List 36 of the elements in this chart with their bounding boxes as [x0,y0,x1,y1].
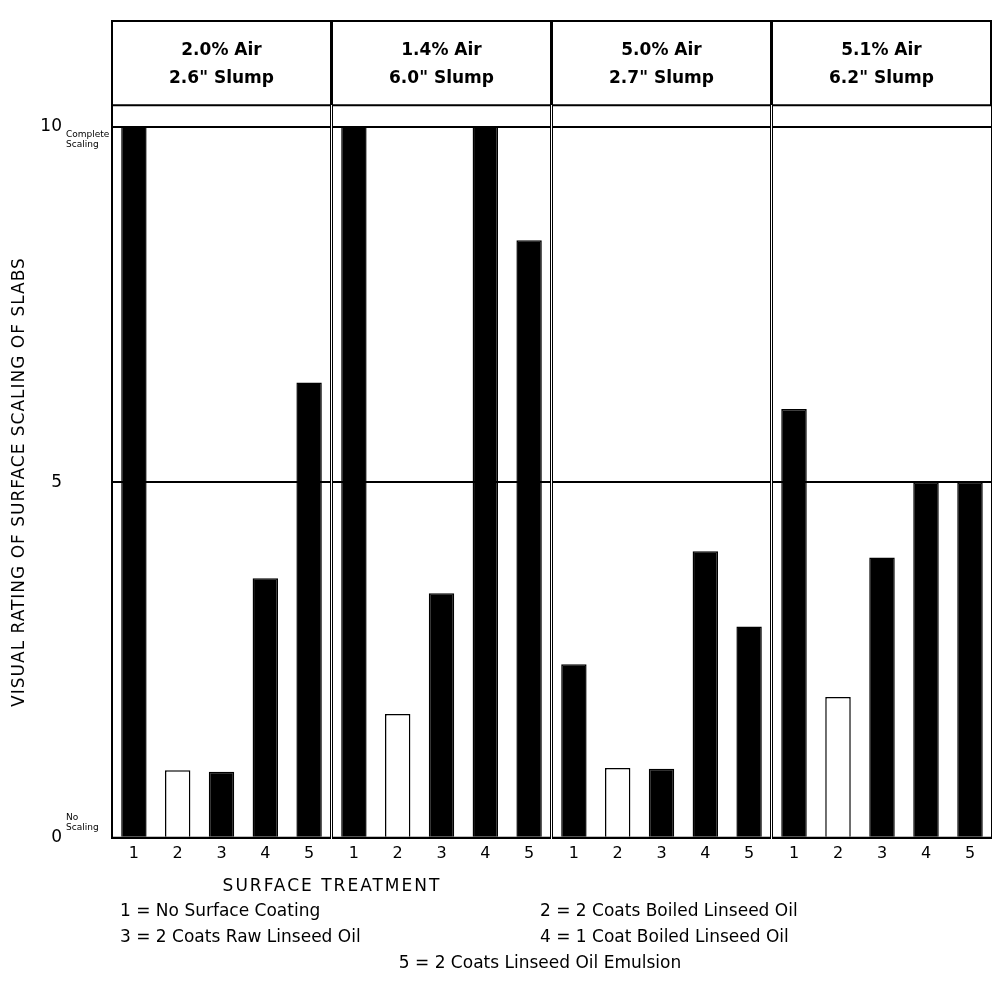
text: 5 = 2 Coats Linseed Oil Emulsion [397,952,683,972]
x-tick-label: 3 [216,842,227,862]
x-tick-label: 1 [788,842,800,862]
chart-title: 5.0% Air 2.7" Slump [608,38,715,89]
y-axis-title: VISUAL RATING OF SURFACE SCALING OF SLABS [8,256,28,707]
x-tick-label: 2 [392,842,403,862]
chart-title: 5.1% Air 6.2" Slump [828,38,935,89]
x-tick-label: 4 [920,842,932,862]
text: 2 = 2 Coats Boiled Linseed Oil [540,900,799,920]
x-tick-label: 1 [348,842,359,862]
x-tick-label: 4 [480,842,491,862]
text: 4 = 1 Coat Boiled Linseed Oil [540,926,790,946]
x-tick-label: 5 [744,842,755,862]
x-tick-label: 1 [568,842,579,862]
y-tick-label: 0 [51,826,62,847]
x-tick-label: 5 [964,842,976,862]
x-tick-label: 3 [876,842,888,862]
x-tick-label: 4 [700,842,711,862]
text: Complete Scaling [66,128,110,149]
x-tick-label: 3 [656,842,667,862]
chart-title: 1.4% Air 6.0" Slump [388,38,495,89]
text: 1 = No Surface Coating [120,900,322,920]
y-tick-label: 5 [51,470,62,491]
text: 3 = 2 Coats Raw Linseed Oil [120,926,362,946]
x-tick-label: 4 [260,842,271,862]
x-tick-label: 2 [172,842,183,862]
x-tick-label: 2 [612,842,623,862]
x-tick-label: 2 [832,842,844,862]
x-tick-label: 3 [436,842,447,862]
x-tick-label: 1 [128,842,139,862]
x-axis-title: SURFACE TREATMENT [222,875,442,895]
text: No Scaling [66,811,99,832]
y-tick-label: 10 [40,114,62,135]
x-tick-label: 5 [524,842,535,862]
x-tick-label: 5 [304,842,315,862]
chart-title: 2.0% Air 2.6" Slump [168,38,275,89]
